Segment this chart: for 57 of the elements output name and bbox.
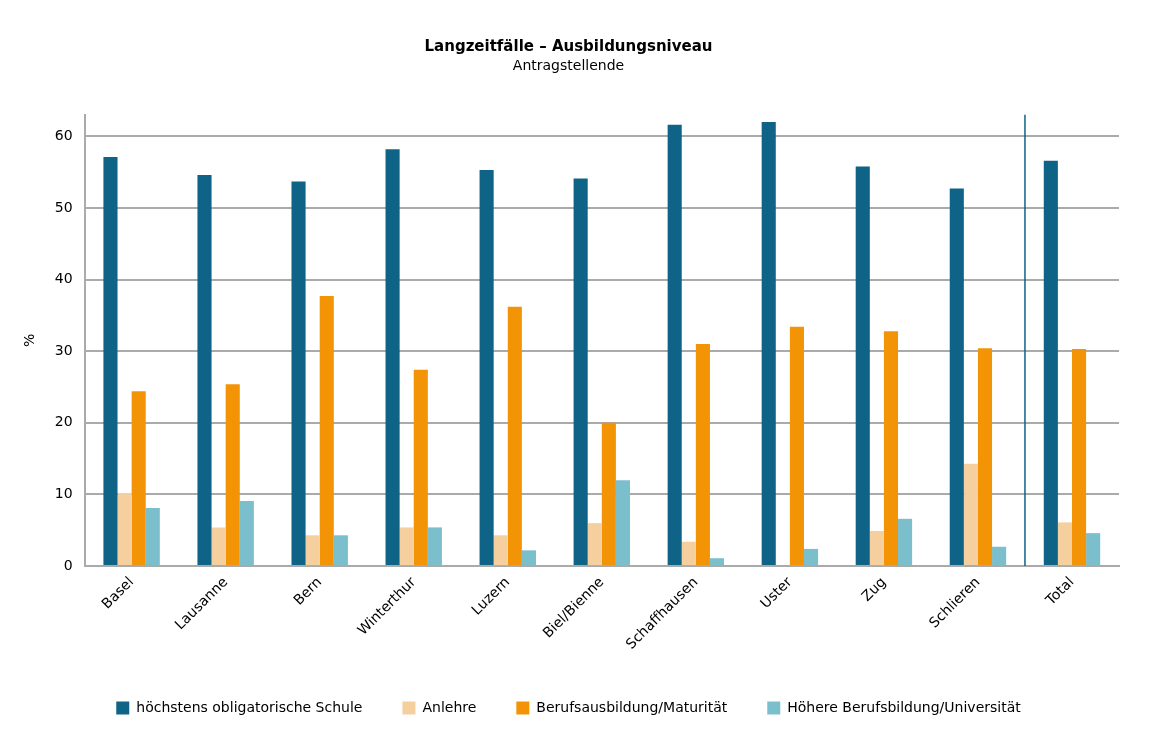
bar [145, 508, 160, 566]
bar [413, 369, 428, 566]
bar [1057, 522, 1072, 566]
bar [615, 480, 631, 566]
bar [521, 550, 536, 566]
legend-label: Höhere Berufsbildung/Universität [787, 698, 1022, 715]
bar [992, 546, 1007, 566]
bar [789, 326, 804, 566]
bar [803, 548, 819, 566]
bar [427, 527, 442, 566]
bar [385, 149, 400, 566]
y-tick-label: 10 [54, 485, 73, 502]
bar [709, 558, 725, 566]
y-tick-label: 60 [54, 126, 73, 143]
chart-title: Langzeitfälle – Ausbildungsniveau [424, 36, 713, 55]
bar [197, 174, 212, 566]
bar [667, 124, 682, 566]
bar [333, 535, 348, 566]
bar [239, 500, 254, 566]
legend-label: Berufsausbildung/Maturität [536, 698, 728, 715]
bar [601, 422, 616, 566]
bar [117, 493, 132, 566]
bar [898, 518, 913, 566]
bar [131, 391, 146, 566]
bar [479, 169, 494, 566]
bar [587, 523, 602, 566]
legend-label: Anlehre [422, 698, 477, 715]
bar [493, 535, 508, 566]
bar [573, 178, 588, 566]
y-tick-label: 40 [54, 270, 73, 287]
bar [1071, 349, 1087, 566]
bar [507, 306, 522, 566]
bar [103, 157, 118, 566]
bar [319, 296, 334, 566]
y-axis-title: % [21, 333, 38, 348]
bar [695, 344, 710, 566]
y-tick-label: 50 [54, 198, 73, 215]
y-tick-label: 30 [54, 341, 73, 358]
bar [977, 348, 993, 566]
y-tick-label: 20 [54, 413, 73, 430]
bar [761, 121, 776, 566]
bar [681, 541, 696, 566]
bar [963, 463, 978, 566]
bar [225, 384, 240, 566]
bar [211, 527, 226, 566]
bar [1043, 160, 1058, 566]
bar [399, 527, 414, 566]
y-tick-label: 0 [63, 556, 73, 573]
bar [291, 181, 306, 566]
bar [949, 188, 964, 566]
bar [1086, 533, 1101, 566]
bar [855, 166, 870, 566]
bar [883, 331, 899, 566]
bar [305, 535, 320, 566]
legend-label: höchstens obligatorische Schule [136, 698, 363, 715]
bar [869, 531, 884, 566]
chart-subtitle: Antragstellende [512, 57, 625, 74]
